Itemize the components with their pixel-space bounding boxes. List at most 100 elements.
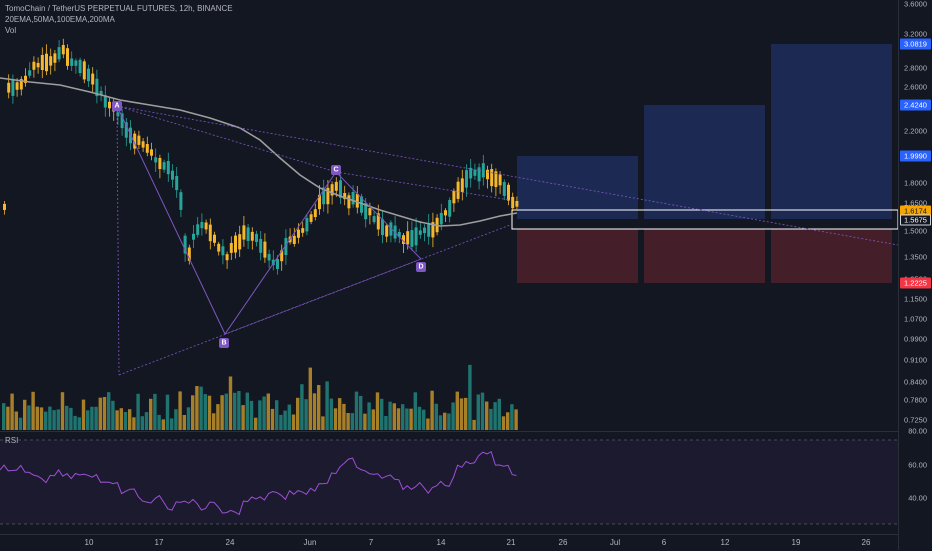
candle-body — [355, 193, 359, 208]
volume-bar — [388, 401, 392, 430]
stop-zone-1 — [517, 229, 638, 283]
candle-body — [217, 243, 221, 252]
candle-body — [11, 79, 15, 96]
candle-body — [45, 53, 48, 72]
candle-body — [32, 61, 36, 70]
volume-bar — [23, 399, 27, 430]
candle-body — [74, 60, 78, 66]
volume-bar — [81, 399, 86, 430]
volume-bar — [170, 418, 174, 430]
candle-body — [284, 238, 288, 255]
volume-bar — [279, 414, 283, 430]
chart-canvas[interactable]: A B C D — [0, 0, 898, 534]
candle-body — [473, 169, 477, 176]
target-2-price-badge: 2.4240 — [900, 99, 931, 111]
volume-bar — [401, 404, 405, 430]
volume-bar — [300, 384, 304, 430]
candle-body — [175, 176, 179, 191]
pattern-marker-label-b: B — [221, 340, 226, 347]
volume-bar — [144, 412, 149, 430]
candle-body — [486, 169, 489, 180]
volume-bar — [384, 416, 388, 430]
volume-bar — [363, 413, 367, 430]
volume-bar — [380, 398, 384, 430]
volume-bar — [220, 395, 224, 430]
price-axis[interactable]: 3.6000 3.2000 2.8000 2.6000 2.2000 1.800… — [898, 0, 932, 550]
volume-bar — [325, 381, 329, 430]
volume-legend[interactable]: Vol — [5, 26, 17, 35]
candle-body — [124, 122, 128, 138]
candle-body — [49, 56, 53, 66]
symbol-title[interactable]: TomoChain / TetherUS PERPETUAL FUTURES, … — [5, 4, 233, 13]
rsi-tick: 60.00 — [908, 460, 927, 470]
candle-body — [120, 113, 124, 129]
volume-bar — [165, 394, 170, 430]
volume-bar — [86, 410, 90, 430]
target-zone-2 — [644, 105, 765, 219]
candle-body — [364, 203, 368, 220]
candle-body — [116, 112, 120, 117]
candle-body — [221, 246, 225, 256]
volume-bar — [237, 391, 241, 430]
volume-bar — [371, 409, 375, 430]
volume-bar — [191, 395, 195, 430]
candle-body — [238, 234, 242, 250]
volume-bar — [459, 398, 464, 430]
volume-bar — [443, 412, 447, 430]
candle-body — [448, 200, 452, 217]
candle-body — [7, 82, 11, 93]
rsi-tick: 40.00 — [908, 493, 927, 503]
volume-bar — [409, 408, 413, 430]
candle-body — [460, 178, 464, 192]
candle-body — [225, 254, 229, 261]
time-axis[interactable]: 10 17 24 Jun 7 14 21 26 Jul 6 12 19 26 — [0, 534, 898, 551]
volume-bar — [485, 401, 489, 430]
time-label: 17 — [154, 538, 164, 547]
volume-bar — [329, 398, 333, 430]
rsi-band — [0, 440, 898, 524]
candle-body — [200, 222, 204, 229]
rsi-label[interactable]: RSI — [5, 436, 19, 445]
volume-bar — [287, 404, 291, 430]
volume-bar — [430, 390, 434, 430]
candle-body — [372, 216, 376, 223]
pattern-resistance-line — [116, 105, 898, 246]
candle-body — [397, 232, 401, 237]
candle-body — [339, 180, 342, 198]
candle-body — [271, 259, 275, 266]
candle-body — [250, 231, 254, 241]
candle-body — [322, 187, 326, 205]
candle-body — [494, 171, 498, 187]
candle-body — [481, 163, 485, 178]
candle-body — [19, 79, 23, 90]
volume-bar — [510, 404, 514, 430]
candle-body — [292, 235, 296, 244]
candle-body — [61, 45, 65, 55]
volume-bar — [224, 393, 228, 430]
volume-bar — [506, 412, 510, 430]
price-tick: 1.3500 — [904, 252, 927, 262]
volume-bar — [77, 417, 81, 430]
volume-bar — [212, 413, 216, 430]
time-label: 19 — [791, 538, 801, 547]
candle-body — [347, 195, 351, 209]
volume-bar — [90, 406, 94, 430]
pattern-marker-label-d: D — [418, 264, 423, 271]
time-label: 21 — [506, 538, 516, 547]
candle-body — [133, 133, 137, 149]
candle-body — [40, 55, 44, 70]
volume-bar — [304, 399, 308, 430]
candle-body — [456, 181, 460, 199]
time-label: 7 — [368, 538, 374, 547]
volume-bar — [245, 392, 249, 430]
indicator-legend[interactable]: 20EMA,50MA,100EMA,200MA — [5, 15, 115, 24]
candle-body — [15, 82, 19, 90]
volume-bar — [207, 395, 212, 430]
volume-bar — [56, 409, 60, 430]
candle-body — [150, 149, 153, 156]
candle-body — [137, 135, 141, 145]
pane-separator[interactable] — [0, 431, 898, 432]
volume-bar — [107, 392, 111, 430]
price-tick: 0.7800 — [904, 395, 927, 405]
